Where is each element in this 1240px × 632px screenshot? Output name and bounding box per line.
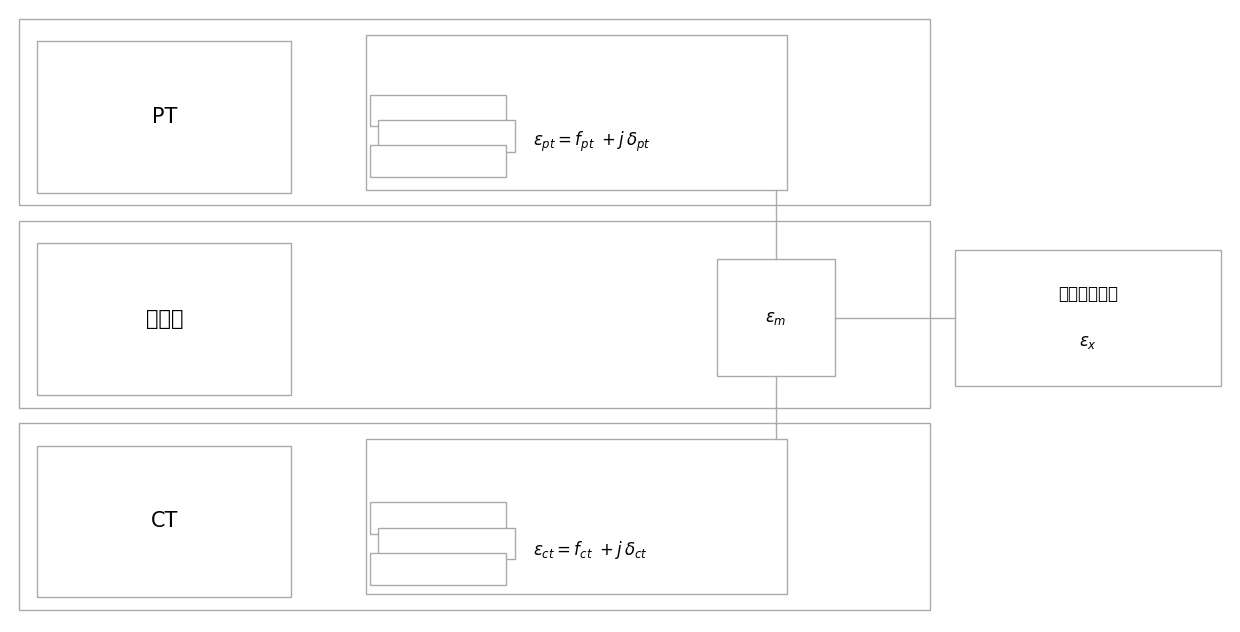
Bar (955, 250, 1221, 386)
Bar (366, 35, 787, 190)
Bar (370, 553, 506, 585)
Bar (19, 19, 930, 205)
Bar (378, 120, 515, 152)
Text: $\varepsilon_{m}$: $\varepsilon_{m}$ (765, 308, 786, 327)
Bar (37, 446, 291, 597)
Bar (370, 502, 506, 534)
Bar (378, 528, 515, 559)
Bar (717, 259, 835, 376)
Text: 电能表: 电能表 (145, 309, 184, 329)
Bar (19, 221, 930, 408)
Text: 外界干扰误差: 外界干扰误差 (1058, 284, 1118, 303)
Text: PT: PT (151, 107, 177, 127)
Text: $\varepsilon_{x}$: $\varepsilon_{x}$ (1079, 332, 1097, 351)
Bar (37, 243, 291, 395)
Bar (19, 423, 930, 610)
Bar (370, 145, 506, 177)
Text: CT: CT (150, 511, 179, 532)
Bar (37, 41, 291, 193)
Bar (366, 439, 787, 594)
Bar (370, 95, 506, 126)
Text: $\varepsilon_{ct}=f_{ct}\ +j\,\delta_{ct}$: $\varepsilon_{ct}=f_{ct}\ +j\,\delta_{ct… (533, 539, 649, 561)
Text: $\varepsilon_{pt}=f_{pt}\ +j\,\delta_{pt}$: $\varepsilon_{pt}=f_{pt}\ +j\,\delta_{pt… (533, 130, 651, 154)
